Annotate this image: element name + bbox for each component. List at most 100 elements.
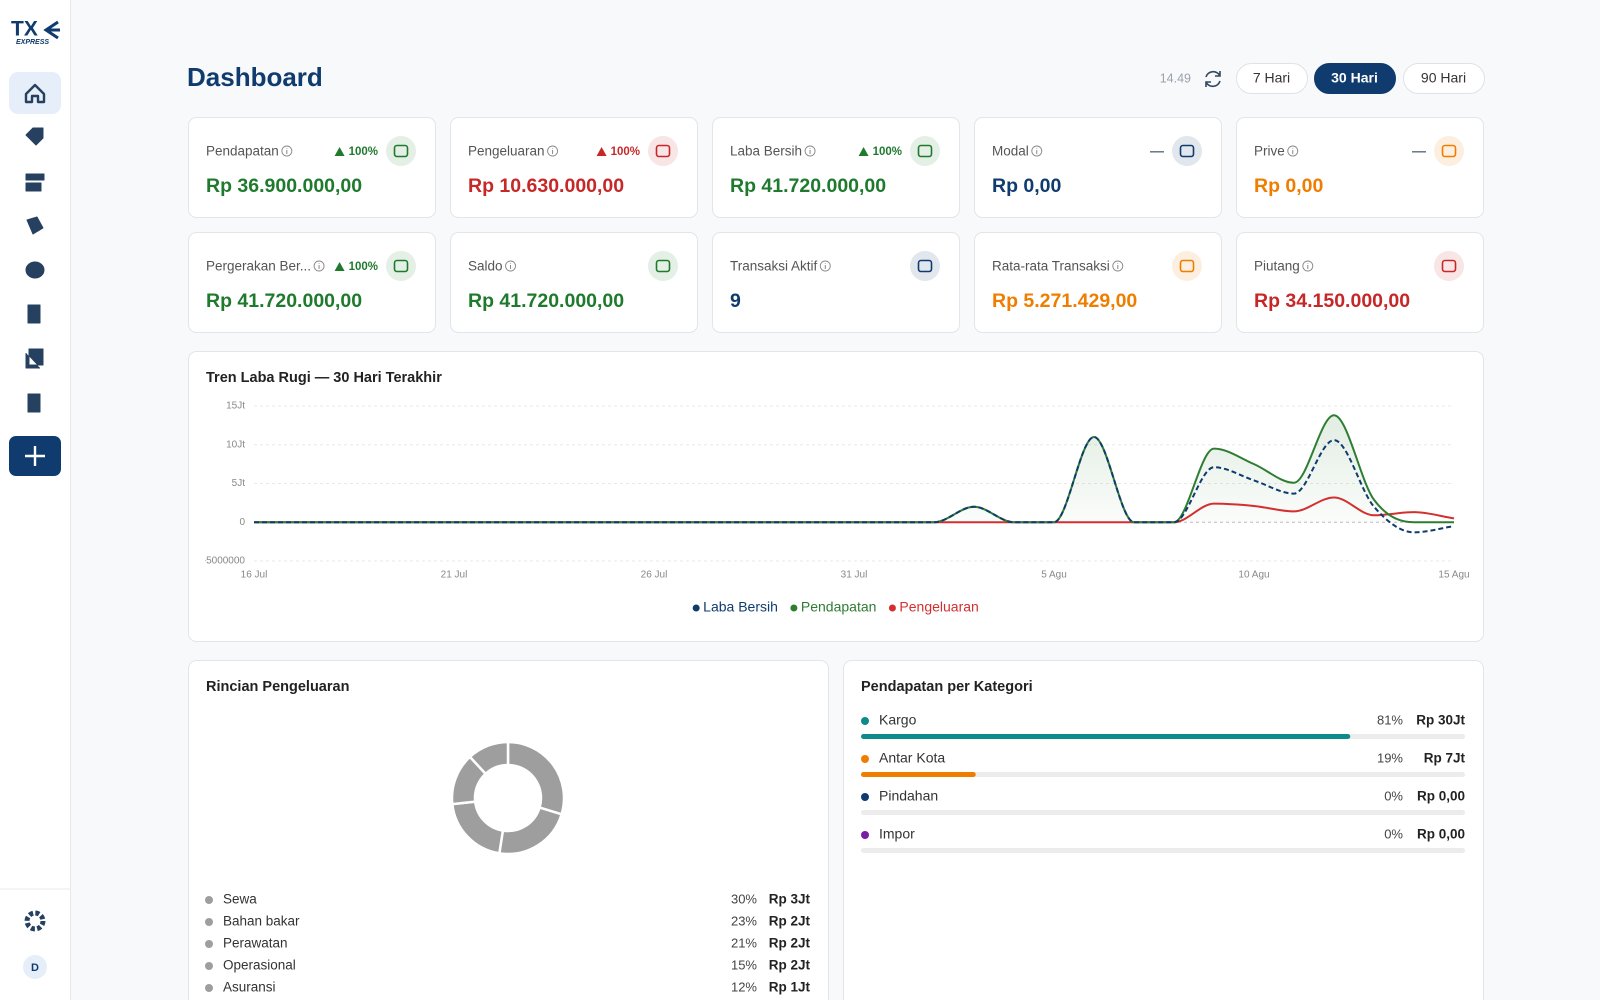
- card-icon: [386, 251, 416, 281]
- card-icon-glyph: [1441, 144, 1457, 158]
- add-button[interactable]: [9, 436, 61, 476]
- range-button[interactable]: 30 Hari: [1314, 63, 1396, 94]
- value-label: 12%: [731, 979, 757, 994]
- card-value: Rp 41.720.000,00: [730, 175, 886, 197]
- nav-item[interactable]: [25, 348, 44, 369]
- card-label: Pendapatan: [206, 144, 279, 159]
- stat-card: Transaksi Aktif 9: [712, 232, 960, 333]
- amount-label: Rp 2Jt: [769, 958, 811, 973]
- legend-dot: [205, 918, 213, 926]
- legend-dot: [692, 604, 700, 612]
- value-label: 21%: [731, 935, 757, 950]
- legend-dot: [861, 793, 869, 801]
- range-button-bg: [1236, 63, 1308, 94]
- card-icon: [648, 136, 678, 166]
- panel-bg: [188, 351, 1484, 642]
- settings-button[interactable]: [24, 910, 46, 932]
- amount-label: Rp 0,00: [1417, 789, 1465, 804]
- card-label: Transaksi Aktif: [730, 259, 818, 274]
- card-value: Rp 5.271.429,00: [992, 290, 1137, 312]
- nav-icon: [27, 304, 41, 324]
- panel-bg: [843, 660, 1484, 1000]
- settings-core: [32, 918, 38, 924]
- card-icon-glyph: [917, 259, 933, 273]
- card-icon-bg: [910, 251, 940, 281]
- legend-label: Pengeluaran: [899, 599, 978, 615]
- card-icon-bg: [910, 136, 940, 166]
- x-tick-label: 21 Jul: [441, 570, 468, 581]
- nav-item[interactable]: [25, 173, 45, 192]
- range-button[interactable]: 90 Hari: [1403, 63, 1485, 94]
- value-label: 81%: [1377, 712, 1403, 727]
- y-tick-label: 0: [239, 517, 245, 528]
- refresh-icon: [1205, 70, 1221, 88]
- avatar[interactable]: D: [23, 955, 47, 979]
- stat-card: Laba Bersih 100% Rp 41.720.000,00: [712, 117, 960, 218]
- nav-item[interactable]: [25, 261, 45, 279]
- range-label: 30 Hari: [1331, 70, 1378, 86]
- nav-item[interactable]: [26, 216, 44, 235]
- info-icon: [313, 260, 325, 272]
- card-value: Rp 41.720.000,00: [468, 290, 624, 312]
- card-icon-bg: [1434, 251, 1464, 281]
- logo-arrow: [43, 20, 60, 40]
- card-bg: [1236, 117, 1484, 218]
- info-icon: [1287, 145, 1299, 157]
- card-change: 100%: [873, 146, 902, 158]
- card-icon: [1434, 136, 1464, 166]
- info-icon: [505, 260, 516, 272]
- range-button[interactable]: 7 Hari: [1236, 63, 1308, 94]
- stat-card: Rata-rata Transaksi Rp 5.271.429,00: [974, 232, 1222, 333]
- series-line: [253, 435, 1455, 534]
- card-icon: [1172, 136, 1202, 166]
- stat-card: Pergerakan Ber... 100% Rp 41.720.000,00: [188, 232, 436, 333]
- legend-item: Pendapatan: [790, 599, 876, 615]
- range-label: 90 Hari: [1421, 70, 1466, 86]
- card-label: Saldo: [468, 259, 503, 274]
- card-icon-bg: [1434, 136, 1464, 166]
- card-change: 100%: [349, 261, 378, 273]
- amount-label: Rp 30Jt: [1416, 713, 1465, 728]
- card-icon-bg: [648, 251, 678, 281]
- bar-track: [861, 810, 1465, 815]
- card-value: Rp 41.720.000,00: [206, 290, 362, 312]
- y-tick-label: 10Jt: [226, 439, 245, 450]
- category-label: Antar Kota: [879, 750, 945, 766]
- legend-dot: [861, 755, 869, 763]
- nav-item[interactable]: [27, 304, 41, 324]
- info-icon: [1031, 145, 1043, 157]
- card-bg: [974, 117, 1222, 218]
- value-label: 30%: [731, 891, 757, 906]
- card-icon: [910, 251, 940, 281]
- legend-dot: [205, 896, 213, 904]
- range-label: 7 Hari: [1253, 70, 1290, 86]
- card-label: Rata-rata Transaksi: [992, 259, 1110, 274]
- nav-icon: [25, 261, 45, 279]
- stat-card: Piutang Rp 34.150.000,00: [1236, 232, 1484, 333]
- nav-item[interactable]: [25, 127, 44, 146]
- card-bg: [450, 117, 698, 218]
- category-label: Kargo: [879, 712, 917, 728]
- series-line: [253, 414, 1454, 524]
- card-icon-glyph: [1441, 259, 1457, 273]
- logo: TX: [11, 18, 38, 41]
- card-label: Laba Bersih: [730, 144, 802, 159]
- info-icon: [1302, 260, 1314, 272]
- card-label: Pergerakan Ber...: [206, 259, 311, 274]
- nav-item[interactable]: [9, 72, 61, 114]
- nav-icon: [27, 393, 41, 413]
- refresh-button[interactable]: [1205, 70, 1221, 88]
- legend-dot: [205, 962, 213, 970]
- last-updated: 14.49: [1160, 71, 1191, 85]
- x-tick-label: 31 Jul: [841, 570, 868, 581]
- value-label: 15%: [731, 957, 757, 972]
- nav-item[interactable]: [27, 393, 41, 413]
- card-value: Rp 10.630.000,00: [468, 175, 624, 197]
- series-area: [254, 415, 1454, 523]
- card-bg: [450, 232, 698, 333]
- info-icon: [281, 145, 293, 157]
- legend-label: Sewa: [223, 892, 257, 907]
- card-icon: [648, 251, 678, 281]
